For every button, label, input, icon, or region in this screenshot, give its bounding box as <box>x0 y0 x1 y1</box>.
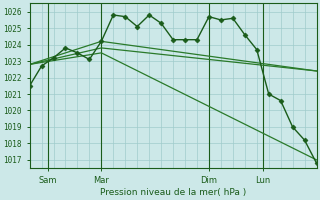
X-axis label: Pression niveau de la mer( hPa ): Pression niveau de la mer( hPa ) <box>100 188 246 197</box>
